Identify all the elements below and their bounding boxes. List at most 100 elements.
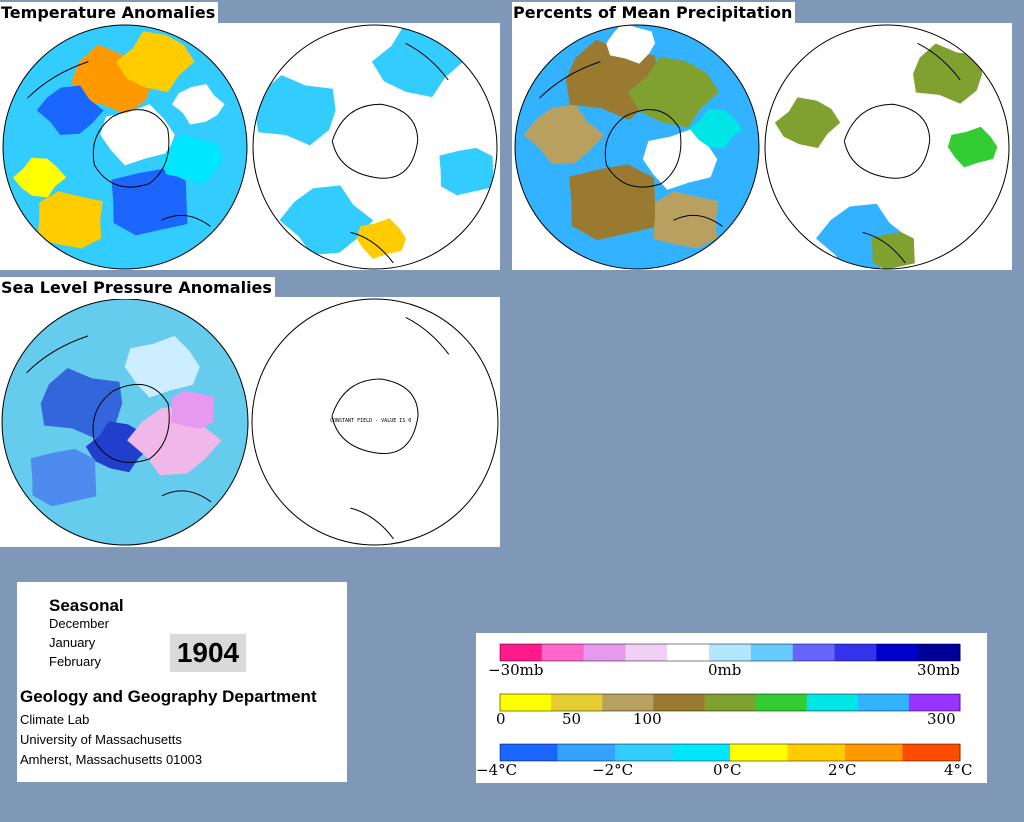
anomaly-patch (642, 128, 718, 190)
temperature-panel (0, 23, 500, 270)
anomaly-patch (653, 191, 719, 249)
pressure-scale-bar (499, 643, 961, 662)
pressure-scale-bar-segment (500, 644, 543, 661)
precipitation-scale-bar-segment (908, 694, 961, 711)
anomaly-patch (871, 231, 915, 269)
anomaly-patch (439, 147, 494, 196)
anomaly-patch (913, 43, 983, 104)
precipitation-scale-bar (499, 693, 961, 712)
pressure-scale-bar-segment (625, 644, 668, 661)
globe-outline (1, 298, 249, 546)
anomaly-patch (774, 97, 841, 148)
anomaly-patch (124, 335, 200, 398)
pressure-maps (1, 298, 499, 546)
globe-outline (251, 298, 499, 546)
globe-outline (2, 24, 248, 270)
temperature-scale-bar-segment (845, 744, 903, 761)
anomaly-patch (37, 191, 103, 249)
precipitation-scale-bar-segment (857, 694, 910, 711)
pressure-scale-bar-segment (583, 644, 626, 661)
anomaly-patch (254, 75, 336, 146)
globe-fill (515, 25, 759, 269)
globe-base (252, 299, 498, 545)
pressure-scale-bar-segment (876, 644, 919, 661)
globe-fill (3, 25, 247, 269)
temperature-scale-bar (499, 743, 961, 762)
precipitation-scale-bar-segment (551, 694, 603, 711)
temp-label-minus2: −2°C (592, 761, 634, 779)
temperature-scale-bar-segment (730, 744, 788, 761)
department-name: Geology and Geography Department (20, 687, 317, 706)
anomaly-patch (111, 168, 188, 236)
globe-outline (764, 24, 1010, 270)
temperature-scale-bar-segment (615, 744, 673, 761)
coastline (331, 42, 449, 264)
precip-label-100: 100 (633, 710, 662, 728)
pressure-label-zero: 0mb (708, 661, 742, 679)
temp-label-2: 2°C (828, 761, 857, 779)
month-january: January (49, 635, 96, 650)
constant-field-note: CONSTANT FIELD - VALUE IS 0 (330, 418, 412, 424)
pressure-scale-bar-segment (834, 644, 877, 661)
precipitation-title: Percents of Mean Precipitation (512, 2, 796, 24)
anomaly-patch (170, 390, 215, 429)
pressure-scale-bar-segment (667, 644, 710, 661)
temperature-scale-bar-border (499, 743, 961, 762)
pressure-scale-bar-segment (750, 644, 794, 661)
temperature-scale-bar-segment (902, 744, 961, 761)
anomaly-patch (356, 218, 407, 259)
pressure-label-min: −30mb (488, 661, 544, 679)
precipitation-panel (512, 23, 1012, 270)
pressure-title: Sea Level Pressure Anomalies (0, 277, 275, 299)
pressure-scale-bar-segment (792, 644, 836, 661)
precipitation-scale-bar-segment (755, 694, 808, 711)
coastline (331, 317, 450, 540)
globe-fill (2, 299, 248, 545)
anomaly-patch (30, 448, 97, 507)
coastline (26, 335, 212, 503)
anomaly-patch (36, 85, 104, 135)
anomaly-patch (161, 133, 223, 185)
temp-label-minus4: −4°C (476, 761, 518, 779)
pressure-scale-bar-segment (541, 644, 585, 661)
temperature-title: Temperature Anomalies (0, 2, 219, 24)
anomaly-patch (40, 368, 123, 439)
anomaly-patch (279, 185, 374, 255)
precipitation-scale-bar-border (499, 693, 961, 712)
globe-fill (252, 299, 498, 545)
anomaly-patch (606, 25, 656, 64)
anomaly-patch (172, 84, 225, 125)
precipitation-maps (514, 24, 1010, 270)
precipitation-scale-bar-segment (602, 694, 654, 711)
pressure-scale-bar-segment (709, 644, 752, 661)
temp-label-4: 4°C (944, 761, 973, 779)
anomaly-patch (116, 31, 195, 92)
pressure-scale-bar-border (499, 643, 961, 662)
legend-box: −30mb 0mb 30mb 0 50 100 300 −4°C −2°C 0°… (476, 633, 987, 783)
coastline (27, 61, 211, 227)
anomaly-patch (523, 105, 604, 165)
temperature-scale-bar-segment (672, 744, 731, 761)
address: Amherst, Massachusetts 01003 (20, 752, 203, 767)
coastline (539, 61, 723, 227)
temperature-scale-bar-segment (787, 744, 846, 761)
globe-fill (765, 25, 1009, 269)
anomaly-patch (689, 109, 743, 149)
year-badge: 1904 (170, 634, 246, 672)
precipitation-scale-bar-segment (704, 694, 757, 711)
coastline (843, 42, 961, 264)
temperature-maps (2, 24, 498, 270)
pressure-label-max: 30mb (917, 661, 960, 679)
globe-outline (252, 24, 498, 270)
anomaly-patch (100, 104, 175, 166)
temperature-scale-bar-segment (557, 744, 616, 761)
pressure-panel: CONSTANT FIELD - VALUE IS 0 (0, 297, 500, 547)
precip-label-300: 300 (927, 710, 956, 728)
globe-outline (514, 24, 760, 270)
anomaly-patch (569, 164, 656, 241)
lab-name: Climate Lab (20, 712, 90, 727)
globe-fill (253, 25, 497, 269)
precip-label-0: 0 (496, 710, 506, 728)
month-february: February (49, 654, 102, 669)
temperature-scale-bar-segment (500, 744, 558, 761)
